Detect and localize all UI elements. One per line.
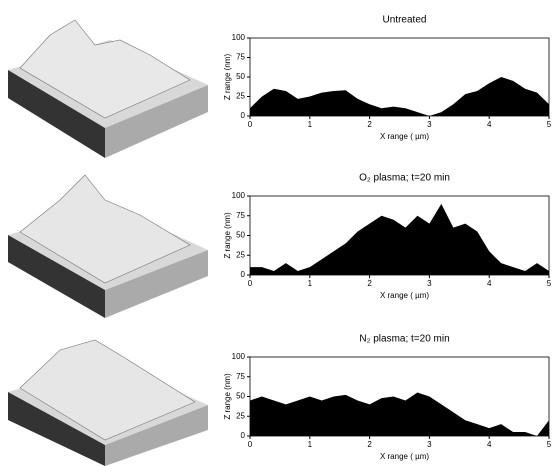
afm-image (8, 19, 208, 158)
x-tick-label: 2 (367, 120, 372, 129)
x-tick-label: 0 (248, 279, 253, 288)
x-tick-label: 1 (308, 120, 313, 129)
y-tick-label: 25 (236, 411, 245, 420)
chart-title: N₂ plasma; t=20 min (359, 334, 449, 345)
x-tick-label: 4 (487, 120, 492, 129)
y-tick-label: 100 (232, 352, 246, 361)
area (250, 77, 549, 116)
area (250, 203, 549, 275)
x-tick-label: 3 (427, 120, 432, 129)
y-tick-label: 75 (236, 372, 245, 381)
x-tick-label: 4 (487, 440, 492, 449)
x-tick-label: 5 (547, 120, 552, 129)
afm-image (8, 174, 208, 318)
x-axis-label: X range ( µm) (380, 452, 429, 461)
x-tick-label: 1 (308, 279, 313, 288)
y-tick-label: 25 (236, 92, 245, 101)
y-axis-label: Z range (nm) (223, 54, 232, 101)
x-tick-label: 0 (248, 440, 253, 449)
y-axis-label: Z range (nm) (223, 212, 232, 259)
y-tick-label: 100 (232, 33, 246, 42)
y-tick-label: 50 (236, 72, 245, 81)
chart: N₂ plasma; t=20 min 0 25 50 75 100 0 1 2 3 4 5 X ran… (223, 334, 552, 461)
y-tick-label: 100 (232, 191, 246, 200)
x-axis-label: X range ( µm) (380, 132, 429, 141)
chart: Untreated 0 25 50 75 100 0 1 2 3 4 5 X range ( µm) Z … (223, 15, 552, 141)
x-tick-label: 0 (248, 120, 253, 129)
x-tick-label: 4 (487, 279, 492, 288)
x-tick-label: 2 (367, 279, 372, 288)
x-tick-label: 2 (367, 440, 372, 449)
area (250, 392, 549, 436)
afm-image (8, 339, 208, 466)
y-tick-label: 0 (241, 111, 246, 120)
y-tick-label: 75 (236, 53, 245, 62)
chart-title: Untreated (383, 15, 427, 26)
y-tick-label: 50 (236, 392, 245, 401)
x-tick-label: 5 (547, 440, 552, 449)
chart-title: O₂ plasma; t=20 min (359, 173, 450, 184)
x-tick-label: 3 (427, 440, 432, 449)
chart: O₂ plasma; t=20 min 0 25 50 75 100 0 1 2 3 4 5 X ran… (223, 173, 552, 300)
y-tick-label: 75 (236, 211, 245, 220)
y-tick-label: 50 (236, 231, 245, 240)
x-axis-label: X range ( µm) (380, 291, 429, 300)
y-tick-label: 25 (236, 250, 245, 259)
x-tick-label: 1 (308, 440, 313, 449)
y-tick-label: 0 (241, 431, 246, 440)
y-tick-label: 0 (241, 270, 246, 279)
y-axis-label: Z range (nm) (223, 373, 232, 420)
x-tick-label: 3 (427, 279, 432, 288)
x-tick-label: 5 (547, 279, 552, 288)
